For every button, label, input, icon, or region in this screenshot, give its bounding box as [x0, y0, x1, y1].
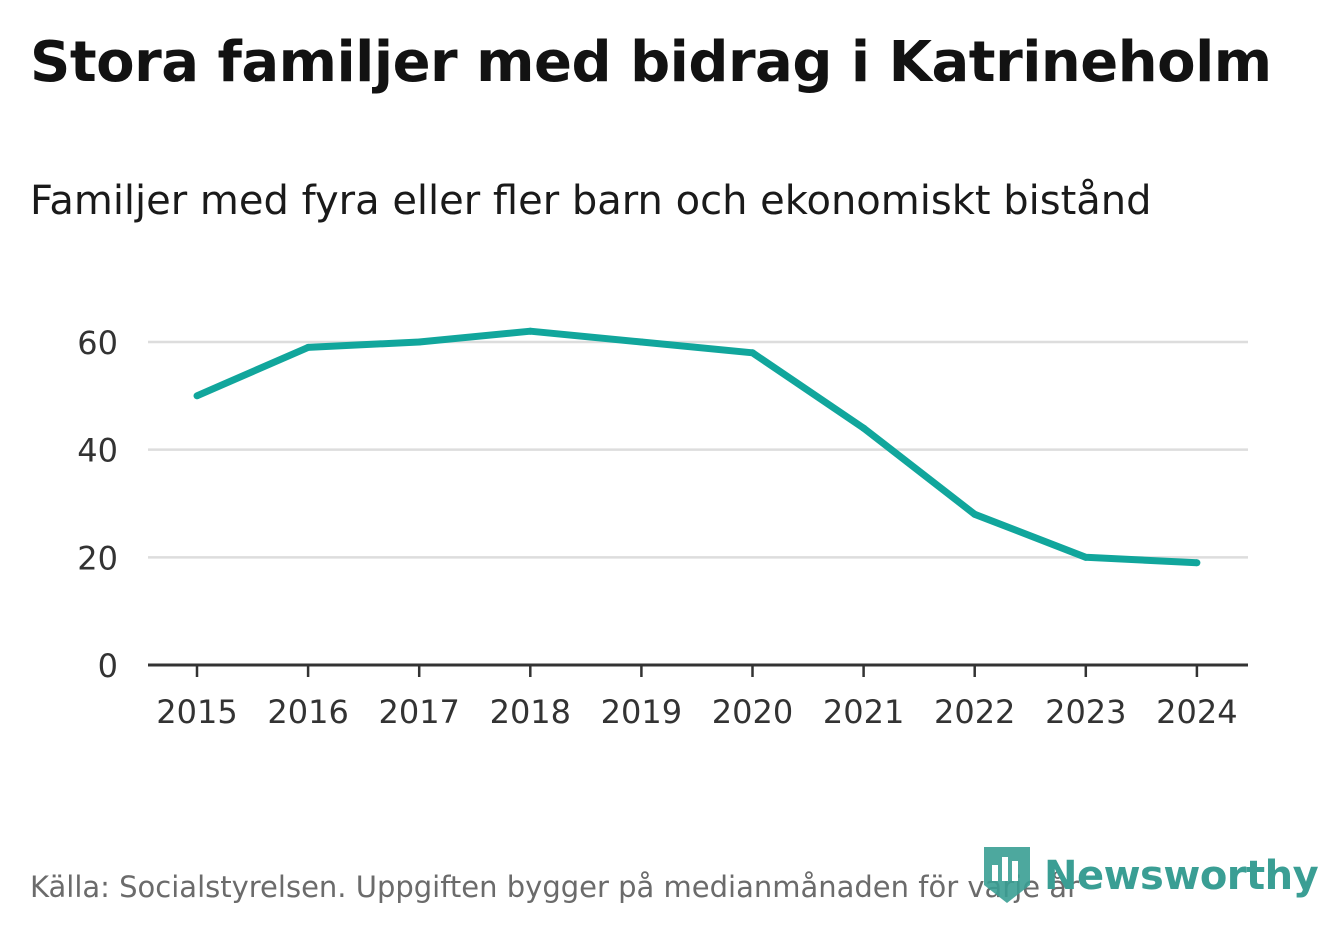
- data-point-2024: [1193, 559, 1201, 567]
- data-point-2018: [526, 327, 534, 335]
- brand-logo: Newsworthy: [982, 845, 1319, 907]
- data-point-2019: [637, 338, 645, 346]
- x-tick-label: 2018: [490, 693, 571, 731]
- line-chart: 0 20 40 60 2015 2016 2017 2018 2019 2020 2021 2022…: [77, 324, 1248, 731]
- data-point-2017: [415, 338, 423, 346]
- newsworthy-logo-icon: [984, 847, 1030, 903]
- x-tick-label: 2024: [1156, 693, 1237, 731]
- x-tick-label: 2021: [823, 693, 904, 731]
- y-tick-label: 40: [77, 432, 118, 470]
- x-tick-label: 2016: [267, 693, 348, 731]
- data-point-2022: [971, 510, 979, 518]
- source-note: Källa: Socialstyrelsen. Uppgiften bygger…: [30, 870, 1079, 904]
- y-tick-label: 0: [98, 647, 118, 685]
- chart-title: Stora familjer med bidrag i Katrineholm: [30, 30, 1272, 95]
- y-tick-label: 60: [77, 324, 118, 362]
- x-tick-label: 2017: [378, 693, 459, 731]
- data-point-2021: [860, 424, 868, 432]
- data-point-2020: [749, 349, 756, 357]
- x-tick-label: 2023: [1045, 693, 1126, 731]
- x-tick-label: 2019: [601, 693, 682, 731]
- series-line: [195, 327, 1198, 567]
- data-point-2015: [193, 392, 201, 400]
- brand-name: Newsworthy: [1044, 853, 1319, 899]
- x-tick-label: 2015: [156, 693, 237, 731]
- series: [193, 327, 1201, 567]
- x-tick-label: 2022: [934, 693, 1015, 731]
- gridlines: [148, 340, 1248, 559]
- chart-subtitle: Familjer med fyra eller fler barn och ek…: [30, 178, 1152, 224]
- y-tick-label: 20: [77, 539, 118, 577]
- y-axis-ticks: 0 20 40 60: [77, 324, 118, 685]
- x-tick-label: 2020: [712, 693, 793, 731]
- data-point-2023: [1082, 553, 1090, 561]
- x-axis: 2015 2016 2017 2018 2019 2020 2021 2022 2023 2024: [148, 663, 1248, 731]
- data-point-2016: [304, 343, 312, 351]
